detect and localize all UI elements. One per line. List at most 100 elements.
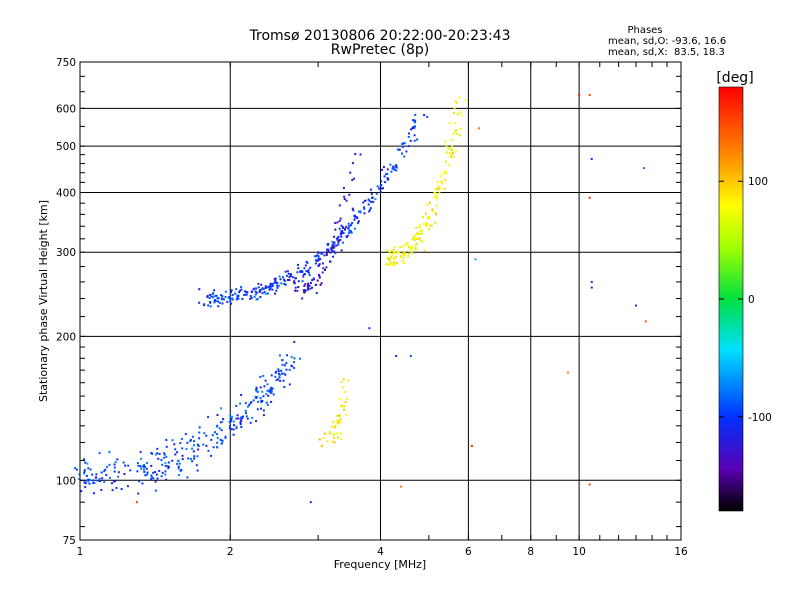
chart-title: Tromsø 20130806 20:22:00-20:23:43 (249, 28, 511, 44)
data-point (236, 296, 239, 299)
data-point (302, 273, 305, 276)
data-point (114, 461, 117, 464)
data-point (325, 266, 328, 269)
data-point (333, 241, 336, 244)
data-point (436, 180, 439, 183)
data-point (261, 287, 264, 290)
data-point (255, 298, 258, 301)
data-point (341, 386, 344, 389)
data-point (232, 428, 235, 431)
data-point (342, 378, 345, 381)
data-point (211, 292, 214, 295)
data-point (318, 275, 321, 278)
data-point (453, 122, 456, 125)
data-point (230, 420, 233, 423)
data-point (227, 296, 230, 299)
data-point (220, 298, 223, 301)
data-point (191, 447, 194, 450)
data-point (273, 281, 276, 284)
data-point (413, 119, 416, 122)
data-point (426, 217, 429, 220)
data-point (341, 229, 344, 232)
data-point (333, 250, 336, 253)
data-point (335, 237, 338, 240)
data-point (451, 145, 454, 148)
data-point (255, 397, 258, 400)
data-point (192, 444, 195, 447)
data-point (270, 390, 273, 393)
data-point (316, 259, 319, 262)
data-point (213, 295, 216, 298)
data-point (262, 374, 265, 377)
data-point (198, 301, 201, 304)
data-point (299, 357, 302, 360)
data-point (235, 427, 238, 430)
data-point (316, 279, 319, 282)
data-point (424, 212, 427, 215)
data-point (588, 483, 591, 486)
data-point (177, 473, 180, 476)
data-point (269, 282, 272, 285)
data-point (261, 292, 264, 295)
data-point (156, 477, 159, 480)
data-point (415, 226, 418, 229)
data-point (228, 426, 231, 429)
data-point (196, 443, 199, 446)
data-point (379, 184, 382, 187)
data-point (106, 465, 109, 468)
data-point (318, 263, 321, 266)
data-point (138, 480, 141, 483)
data-point (116, 458, 119, 461)
data-point (304, 264, 307, 267)
data-point (297, 267, 300, 270)
data-point (296, 289, 299, 292)
data-point (644, 320, 647, 323)
data-point (156, 447, 159, 450)
data-point (193, 457, 196, 460)
data-point (359, 210, 362, 213)
data-point (371, 196, 374, 199)
data-point (266, 403, 269, 406)
data-point (189, 439, 192, 442)
data-point (141, 482, 144, 485)
data-point (198, 288, 201, 291)
data-point (348, 224, 351, 227)
data-point (643, 167, 646, 170)
data-point (393, 258, 396, 261)
data-point (395, 354, 398, 357)
data-point (385, 263, 388, 266)
data-point (412, 119, 415, 122)
colorbar-label: [deg] (716, 70, 753, 86)
data-point (268, 390, 271, 393)
data-point (455, 129, 458, 132)
data-point (396, 148, 399, 151)
x-tick-label: 4 (377, 546, 384, 558)
data-point (418, 224, 421, 227)
data-point (368, 210, 371, 213)
data-point (87, 478, 90, 481)
y-tick-label: 100 (56, 475, 76, 487)
data-point (588, 93, 591, 96)
data-point (215, 294, 218, 297)
data-point (166, 465, 169, 468)
data-point (301, 280, 304, 283)
data-point (145, 467, 148, 470)
data-point (297, 286, 300, 289)
data-point (332, 244, 335, 247)
data-point (450, 154, 453, 157)
data-point (459, 127, 462, 130)
data-point (229, 414, 232, 417)
data-point (588, 196, 591, 199)
data-point (426, 222, 429, 225)
data-point (196, 469, 199, 472)
y-axis-label: Stationary phase Virtual Height [km] (37, 200, 50, 402)
data-point (336, 422, 339, 425)
data-point (86, 462, 89, 465)
data-point (98, 477, 101, 480)
data-point (152, 477, 155, 480)
data-point (323, 254, 326, 257)
data-point (349, 230, 352, 233)
data-point (239, 423, 242, 426)
data-point (302, 289, 305, 292)
data-point (237, 295, 240, 298)
